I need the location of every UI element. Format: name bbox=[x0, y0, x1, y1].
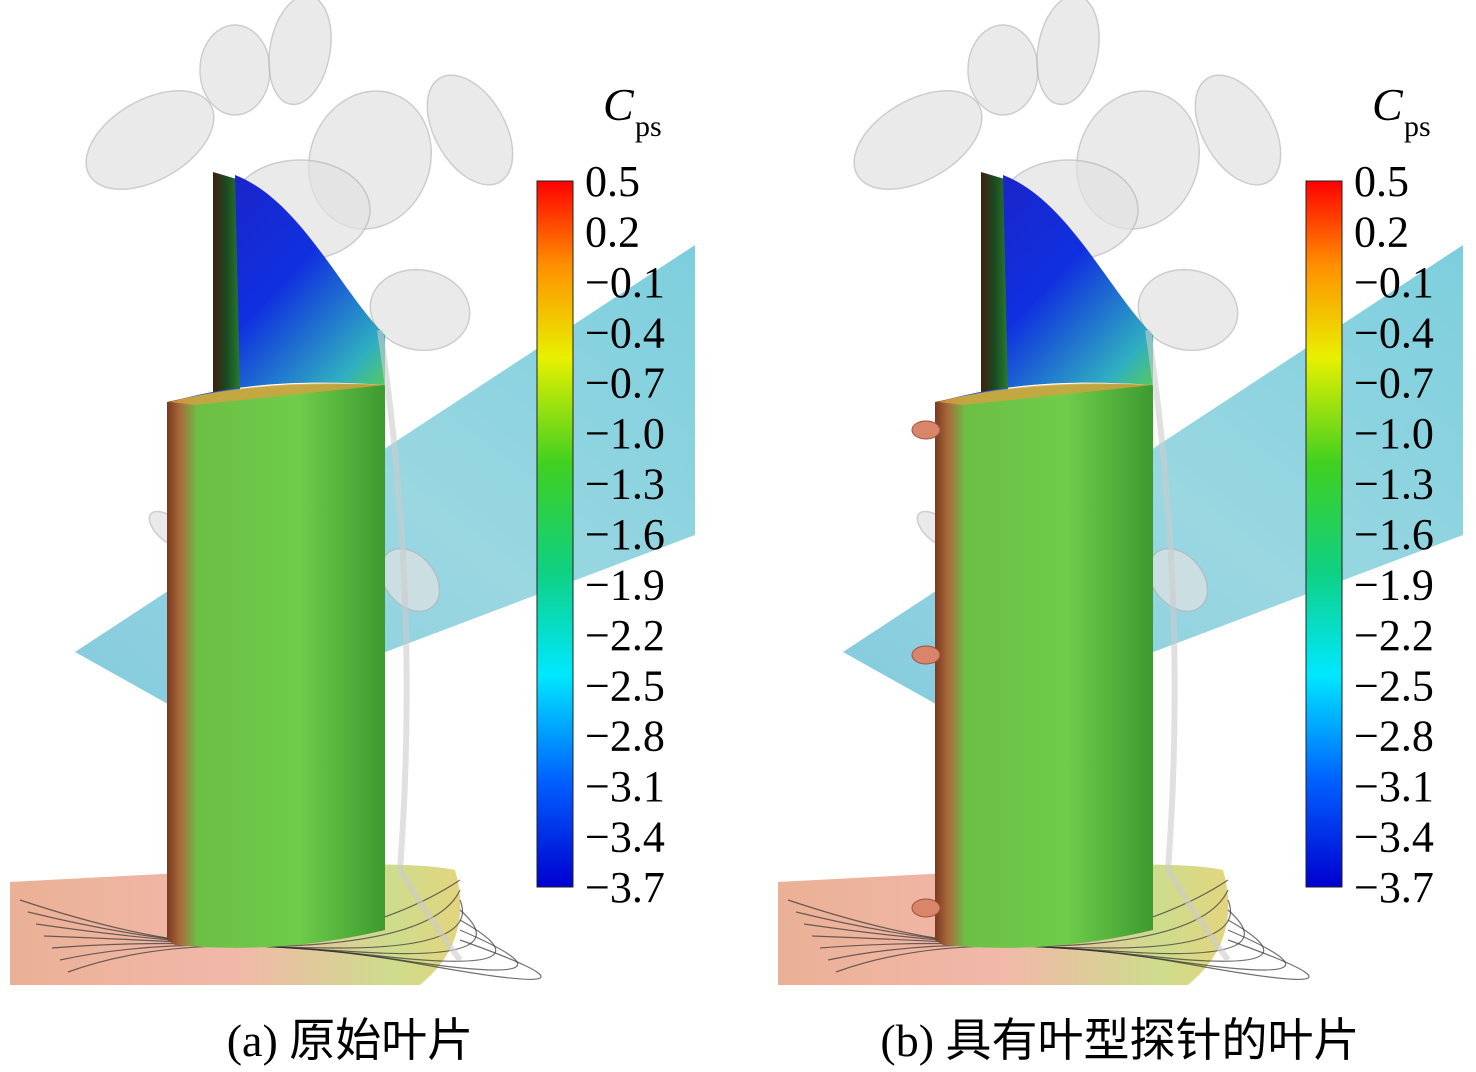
blade-suction bbox=[170, 175, 385, 402]
colorbar-tick-label: −1.9 bbox=[1354, 560, 1434, 609]
vortex-surface bbox=[379, 547, 441, 613]
cylinder-top bbox=[938, 383, 1153, 405]
colorbar-tick-label: −0.1 bbox=[585, 258, 665, 307]
streamline bbox=[803, 899, 1232, 949]
colorbar-tick-label: 0.5 bbox=[1354, 157, 1409, 206]
vortex-surface bbox=[853, 90, 983, 190]
vortex-surface bbox=[1147, 547, 1209, 613]
vortex-surface bbox=[1194, 74, 1282, 186]
streamline bbox=[819, 919, 1265, 962]
colorbar-tick-label: −3.1 bbox=[1354, 762, 1434, 811]
colorbar-tick-label: −2.5 bbox=[585, 661, 665, 710]
vortex-surface bbox=[967, 24, 1039, 116]
vortex-wrap bbox=[377, 329, 463, 962]
colorbar-tick-label: −3.4 bbox=[585, 813, 665, 862]
colorbar-tick-label: −0.1 bbox=[1354, 258, 1434, 307]
vortex-surface bbox=[1137, 268, 1239, 352]
colorbar-tick-label: 0.5 bbox=[585, 157, 640, 206]
caption: (b) 具有叶型探针的叶片 bbox=[880, 1015, 1359, 1066]
vortex-wrap bbox=[1145, 329, 1231, 962]
colorbar-tick-label: −0.4 bbox=[1354, 308, 1434, 357]
colorbar-tick-label: −1.3 bbox=[585, 460, 665, 509]
vortex-surface bbox=[369, 268, 471, 352]
colorbar-tick-label: −1.3 bbox=[1354, 460, 1434, 509]
colorbar-tick-label: −1.9 bbox=[585, 560, 665, 609]
colorbar-tick-label: −0.4 bbox=[585, 308, 665, 357]
vortex-surface bbox=[85, 90, 215, 190]
colorbar-tick-label: −2.2 bbox=[585, 611, 665, 660]
colorbar-tick-label: −1.6 bbox=[1354, 510, 1434, 559]
streamline bbox=[811, 909, 1245, 955]
colorbar bbox=[536, 180, 574, 888]
cylinder-top bbox=[170, 383, 385, 405]
blade-suction bbox=[938, 175, 1153, 402]
colorbar-tick-label: −3.1 bbox=[585, 762, 665, 811]
colorbar-tick-label: −0.7 bbox=[585, 359, 665, 408]
colorbar-tick-label: 0.2 bbox=[585, 207, 640, 256]
streamline bbox=[67, 939, 542, 980]
colorbar-tick-label: −3.7 bbox=[585, 863, 665, 912]
blade-tip bbox=[981, 172, 1008, 395]
colorbar-tick-label: −2.8 bbox=[585, 712, 665, 761]
colorbar-tick-label: −2.2 bbox=[1354, 611, 1434, 660]
blade-tip bbox=[213, 172, 240, 395]
colorbar-tick-label: −1.6 bbox=[585, 510, 665, 559]
colorbar bbox=[1305, 180, 1343, 888]
vortex-surface bbox=[268, 0, 332, 106]
cylinder bbox=[167, 384, 385, 948]
colorbar-title-subscript: ps bbox=[1404, 110, 1431, 143]
colorbar-tick-label: −2.8 bbox=[1354, 712, 1434, 761]
streamline bbox=[35, 899, 464, 949]
colorbar-tick-label: −0.7 bbox=[1354, 359, 1434, 408]
streamline bbox=[51, 919, 497, 962]
colorbar-title-subscript: ps bbox=[635, 110, 662, 143]
colorbar-tick-label: −1.0 bbox=[1354, 409, 1434, 458]
streamline bbox=[43, 909, 477, 955]
vortex-surface bbox=[1036, 0, 1100, 106]
probe bbox=[911, 645, 941, 665]
cylinder bbox=[935, 384, 1153, 948]
colorbar-title: C bbox=[1372, 79, 1404, 130]
colorbar-tick-label: −3.7 bbox=[1354, 863, 1434, 912]
colorbar-tick-label: −2.5 bbox=[1354, 661, 1434, 710]
probe bbox=[911, 898, 941, 918]
colorbar-title: C bbox=[603, 79, 635, 130]
colorbar-tick-label: −1.0 bbox=[585, 409, 665, 458]
streamline bbox=[835, 939, 1310, 980]
colorbar-tick-label: 0.2 bbox=[1354, 207, 1409, 256]
colorbar-tick-label: −3.4 bbox=[1354, 813, 1434, 862]
caption: (a) 原始叶片 bbox=[227, 1015, 474, 1066]
probe bbox=[911, 420, 941, 440]
vortex-surface bbox=[199, 24, 271, 116]
vortex-surface bbox=[426, 74, 514, 186]
